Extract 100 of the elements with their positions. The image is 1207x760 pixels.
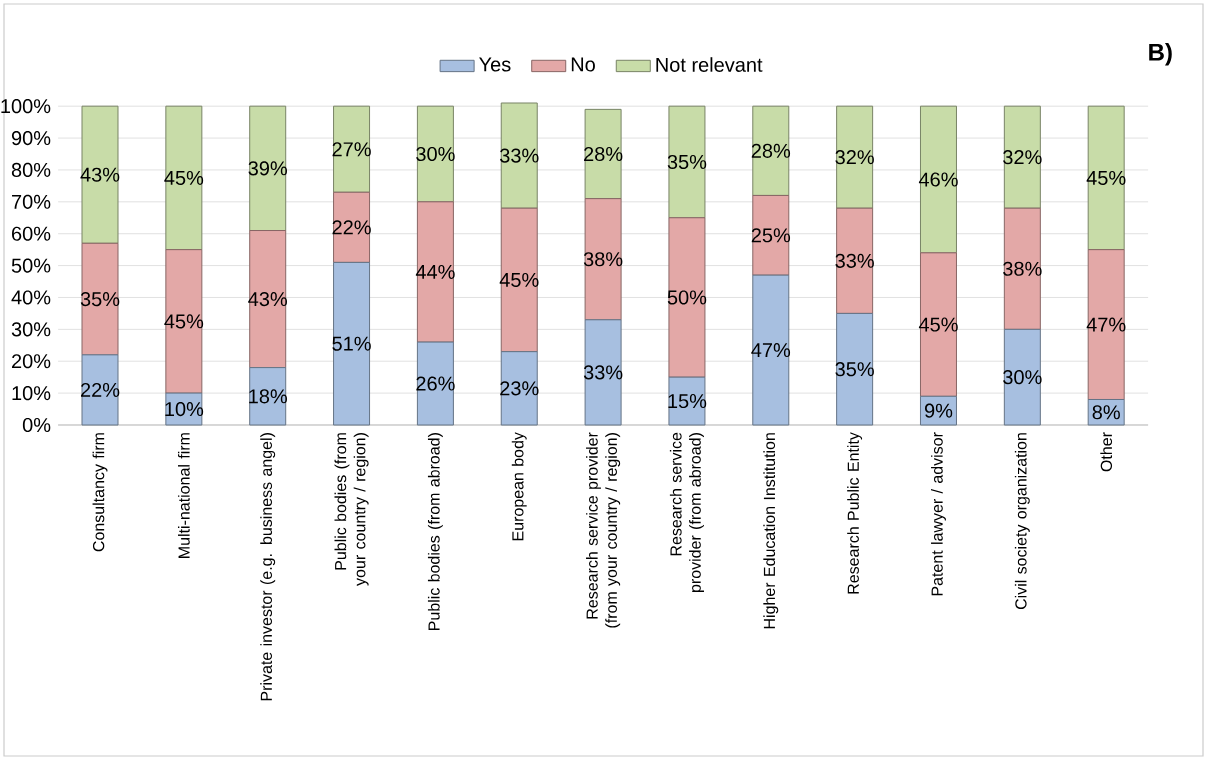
bar — [1003, 207, 1041, 330]
bar — [249, 105, 287, 232]
bar — [333, 261, 371, 426]
bar — [1003, 328, 1041, 426]
data-label: 50% — [667, 290, 707, 305]
x-tick-label: Consultancy firm — [92, 433, 108, 552]
x-tick-label: Public bodies (from abroad) — [427, 433, 443, 630]
x-tick-label: Multi-national firm — [177, 433, 190, 558]
data-label: 26% — [416, 376, 455, 391]
bar — [249, 230, 287, 369]
bar — [249, 367, 287, 426]
data-label: 27% — [332, 142, 371, 157]
bar — [752, 194, 790, 276]
bar — [333, 105, 371, 193]
data-label: 45% — [499, 272, 539, 287]
data-label: 30% — [1003, 370, 1042, 385]
y-tick-label: 60% — [12, 226, 51, 241]
y-tick-label: 30% — [11, 322, 51, 337]
data-label: 46% — [918, 172, 958, 187]
bar — [1087, 249, 1125, 400]
data-label: 8% — [1092, 405, 1120, 420]
data-label: 28% — [751, 143, 791, 158]
x-tick-label: Research service provider (from your country / region) — [586, 432, 621, 628]
y-tick-label: 50% — [11, 258, 51, 273]
x-tick-label: Private investor (e.g. business angel) — [260, 433, 276, 701]
y-tick-label: 20% — [11, 354, 51, 369]
data-label: 45% — [164, 170, 204, 185]
data-label: 18% — [249, 389, 287, 404]
bar — [668, 376, 706, 426]
y-tick-label: 70% — [12, 194, 51, 209]
data-label: 43% — [248, 291, 287, 307]
bar — [1003, 105, 1041, 209]
data-label: 22% — [81, 382, 120, 397]
data-label: 33% — [835, 253, 874, 268]
bar — [81, 242, 119, 356]
legend-label: Yes — [479, 57, 511, 72]
data-label: 35% — [80, 291, 120, 307]
bar — [165, 249, 203, 394]
data-label: 45% — [164, 314, 204, 329]
data-label: 39% — [248, 161, 287, 176]
bar — [416, 105, 454, 203]
data-label: 33% — [583, 365, 623, 380]
bar — [1087, 105, 1125, 251]
data-label: 15% — [668, 394, 707, 409]
bar — [919, 105, 957, 254]
x-tick-label: Research Public Entity — [847, 432, 863, 594]
legend-label: No — [571, 57, 595, 72]
data-label: 47% — [751, 343, 791, 358]
y-tick-label: 80% — [11, 162, 51, 178]
data-label: 23% — [500, 381, 539, 396]
y-tick-label: 100% — [1, 99, 51, 114]
y-tick-label: 90% — [11, 130, 51, 146]
bar — [584, 198, 622, 321]
bar — [584, 108, 622, 200]
bar — [500, 351, 538, 426]
bar — [416, 201, 454, 343]
bar — [836, 105, 874, 209]
x-tick-label: Patent lawyer / advisor — [931, 432, 946, 596]
bar — [668, 105, 706, 219]
bar — [836, 312, 874, 426]
bar — [919, 252, 957, 397]
data-label: 32% — [1003, 150, 1042, 165]
bar — [333, 191, 371, 263]
data-label: 38% — [583, 252, 623, 267]
y-tick-label: 40% — [11, 290, 51, 305]
data-label: 51% — [332, 336, 371, 351]
data-label: 45% — [918, 317, 958, 332]
x-tick-label: European body — [511, 432, 527, 541]
legend-label: Not relevant — [656, 57, 763, 72]
bar — [500, 207, 538, 353]
bar — [668, 217, 706, 378]
data-label: 38% — [1003, 261, 1042, 276]
bar — [416, 341, 454, 426]
text: B) — [1149, 43, 1172, 66]
data-label: 44% — [415, 264, 455, 279]
y-tick-label: 10% — [12, 386, 51, 401]
data-label: 35% — [667, 154, 707, 170]
x-tick-label: Higher Education Institution — [763, 433, 779, 629]
data-label: 30% — [416, 146, 455, 162]
bar — [500, 102, 538, 209]
x-tick-label: Public bodies (from your country / region) — [334, 433, 369, 586]
bar — [81, 105, 119, 244]
bar — [584, 319, 622, 426]
data-label: 33% — [499, 148, 539, 163]
data-label: 32% — [835, 150, 874, 165]
data-label: 45% — [1086, 170, 1126, 185]
bar — [752, 105, 790, 196]
bar — [836, 207, 874, 314]
data-label: 28% — [584, 146, 623, 162]
x-tick-label: Civil society organization — [1014, 433, 1030, 610]
y-tick-label: 0% — [22, 417, 51, 433]
data-label: 25% — [751, 228, 791, 243]
data-label: 35% — [835, 362, 874, 377]
bar — [81, 354, 119, 426]
bar — [165, 392, 203, 426]
data-label: 43% — [80, 167, 120, 182]
x-tick-label: Other — [1100, 432, 1113, 472]
bar — [752, 274, 790, 426]
x-tick-label: Research service provider (from abroad) — [669, 432, 704, 592]
data-label: 9% — [924, 403, 953, 418]
